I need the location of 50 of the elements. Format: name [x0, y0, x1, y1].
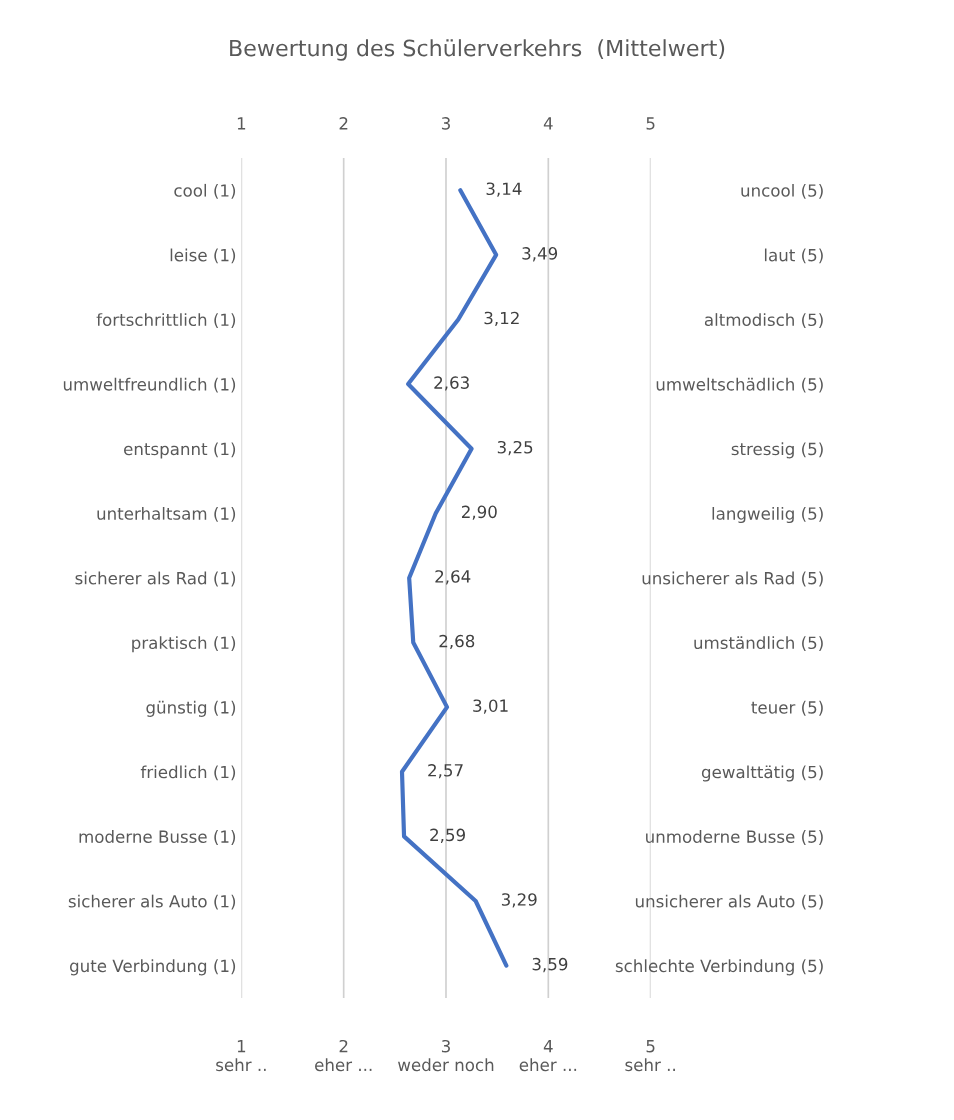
- y2-tick-label: schlechte Verbindung (5): [615, 959, 823, 976]
- data-label: 2,64: [435, 570, 471, 585]
- y-tick-label: moderne Busse (1): [79, 830, 236, 845]
- data-label: 3,12: [484, 311, 519, 326]
- chart-title: Bewertung des Schülerverkehrs (Mittelwert): [230, 39, 725, 61]
- data-label: 3,25: [497, 440, 533, 456]
- y-tick-label: cool (1): [174, 183, 236, 199]
- y2-tick-label: altmodisch (5): [704, 313, 823, 328]
- x2-tick-label: 4: [543, 117, 553, 130]
- data-label: 2,57: [428, 764, 463, 779]
- x-tick-label: 4 eher ...: [519, 1040, 577, 1072]
- y-tick-label: entspannt (1): [124, 442, 236, 459]
- y2-tick-label: laut (5): [764, 248, 823, 264]
- y-tick-label: praktisch (1): [132, 636, 236, 653]
- x2-tick-label: 2: [339, 117, 348, 130]
- data-label: 2,68: [439, 634, 475, 650]
- y2-tick-label: stressig (5): [731, 442, 823, 459]
- y-tick-label: sicherer als Rad (1): [75, 571, 236, 587]
- x2-tick-label: 5: [646, 117, 655, 130]
- y-tick-label: umweltfreundlich (1): [63, 377, 236, 393]
- y-tick-label: gute Verbindung (1): [70, 959, 236, 976]
- y2-tick-label: unmoderne Busse (5): [646, 830, 823, 845]
- y-tick-label: sicherer als Auto (1): [68, 894, 236, 910]
- x-tick-label: 3 weder noch: [398, 1039, 494, 1072]
- data-label: 2,90: [461, 505, 497, 520]
- y2-tick-label: umweltschädlich (5): [656, 377, 823, 393]
- y2-tick-label: umständlich (5): [694, 636, 823, 652]
- x-tick-label: 5 sehr ..: [625, 1040, 675, 1072]
- data-label: 3,59: [532, 957, 568, 973]
- data-label: 3,01: [473, 699, 508, 714]
- x2-tick-label: 1: [237, 117, 246, 130]
- y2-tick-label: teuer (5): [751, 700, 823, 716]
- data-label: 3,29: [501, 893, 537, 908]
- y-tick-label: günstig (1): [146, 700, 236, 717]
- y2-tick-label: langweilig (5): [712, 506, 823, 524]
- data-label: 3,49: [522, 247, 558, 262]
- x-tick-label: 2 eher ...: [315, 1039, 372, 1072]
- data-label: 2,59: [430, 828, 465, 843]
- x-tick-label: 1 sehr ..: [216, 1040, 266, 1072]
- y-tick-label: friedlich (1): [140, 765, 236, 781]
- y-tick-label: fortschrittlich (1): [96, 313, 236, 328]
- y2-tick-label: unsicherer als Auto (5): [635, 894, 823, 910]
- y-tick-label: unterhaltsam (1): [97, 506, 236, 522]
- y2-tick-label: uncool (5): [741, 183, 823, 199]
- data-label: 2,63: [434, 376, 469, 391]
- x2-tick-label: 3: [441, 117, 450, 130]
- y2-tick-label: gewalttätig (5): [701, 765, 823, 782]
- y-tick-label: leise (1): [170, 248, 236, 264]
- data-label: 3,14: [486, 182, 522, 197]
- y2-tick-label: unsicherer als Rad (5): [642, 571, 823, 587]
